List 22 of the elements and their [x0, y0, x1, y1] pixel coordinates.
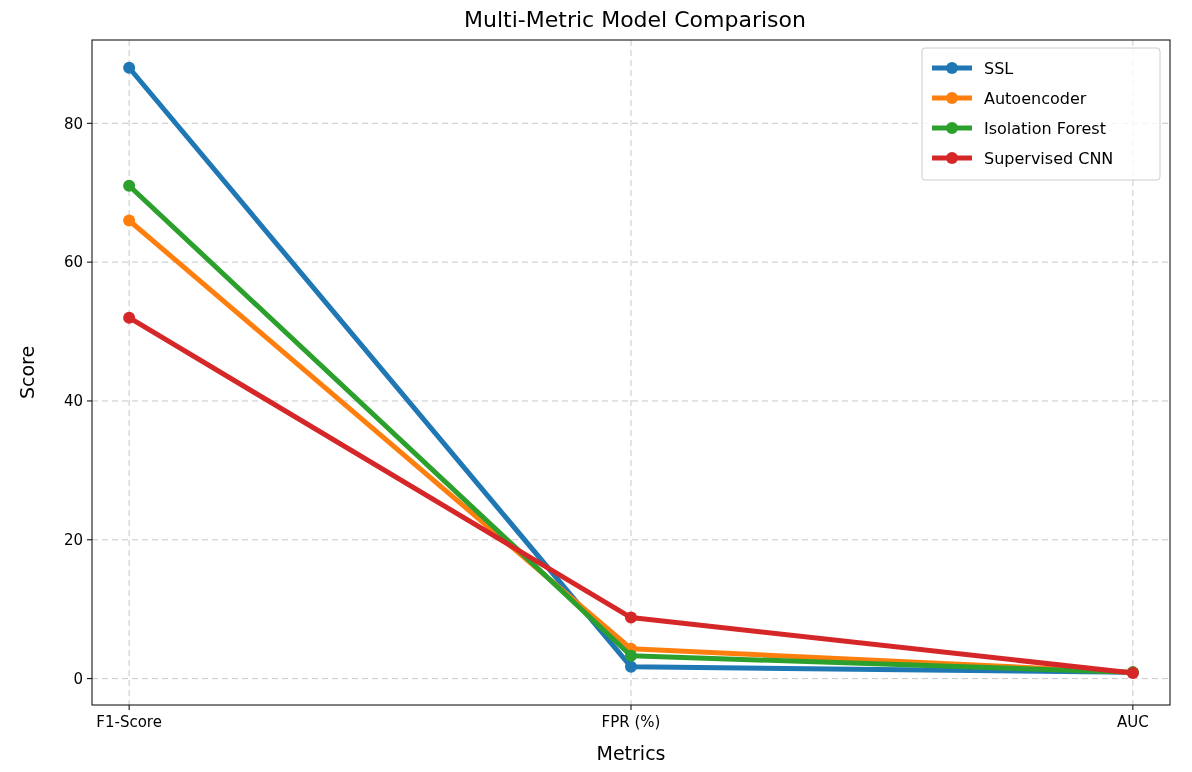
point [123, 311, 136, 324]
y-tick-label: 0 [73, 669, 83, 688]
legend-label: Isolation Forest [984, 118, 1106, 138]
y-tick-label: 80 [63, 114, 83, 133]
x-tick-label: FPR (%) [601, 713, 661, 731]
y-tick-label: 20 [63, 531, 83, 550]
legend-label: Autoencoder [984, 88, 1087, 108]
y-tick-label: 60 [63, 253, 83, 272]
x-axis-title: Metrics [596, 742, 666, 764]
y-axis-title: Score [16, 345, 38, 400]
legend-label: Supervised CNN [984, 148, 1114, 168]
point [123, 179, 136, 192]
point [625, 660, 637, 673]
x-tick-label: F1-Score [96, 713, 162, 731]
legend-label: SSL [984, 58, 1014, 78]
point [123, 61, 136, 74]
y-tick-label: 40 [63, 392, 83, 411]
chart-title: Multi-Metric Model Comparison [464, 7, 806, 32]
x-tick-label: AUC [1117, 713, 1149, 731]
point [625, 611, 637, 624]
point [123, 214, 136, 227]
point [625, 649, 637, 662]
